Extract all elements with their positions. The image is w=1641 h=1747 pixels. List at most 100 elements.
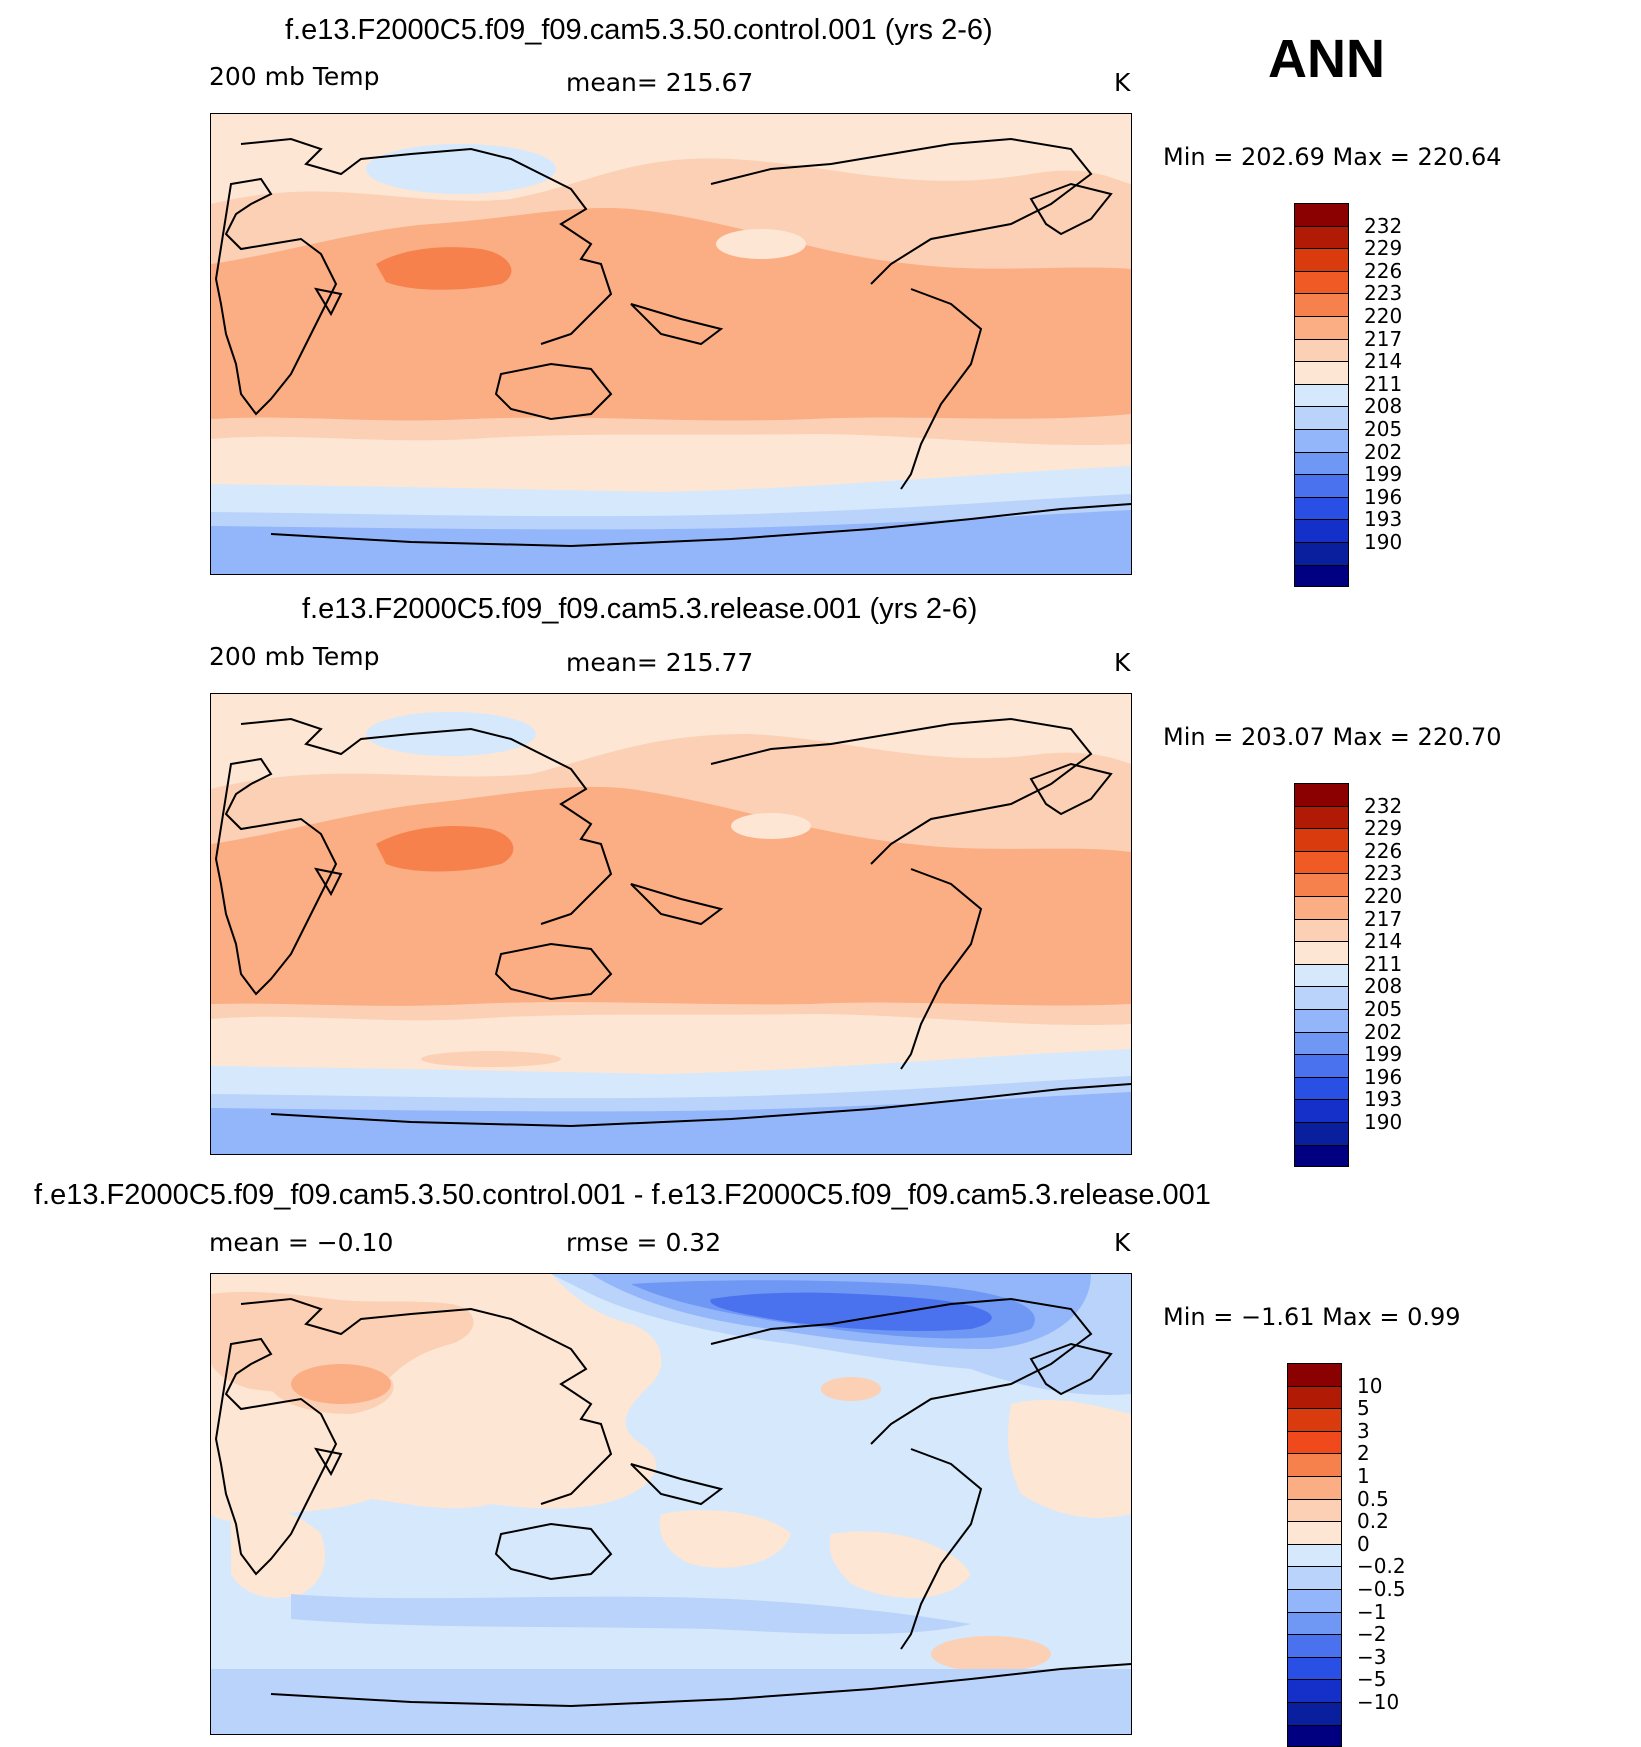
colorbar-swatch — [1287, 1679, 1342, 1702]
colorbar-label: −1 — [1357, 1599, 1387, 1624]
colorbar-swatch — [1287, 1724, 1342, 1747]
minus-2-arctic — [710, 1292, 992, 1331]
positive-region-atlantic — [1008, 1399, 1131, 1518]
colorbar-label: 229 — [1364, 236, 1403, 261]
colorbar-swatch — [1294, 496, 1349, 520]
contour-223 — [376, 825, 514, 872]
panel-3-minmax: Min = −1.61 Max = 0.99 — [1163, 1303, 1461, 1331]
colorbar-label: 214 — [1364, 349, 1403, 374]
panel-3-title: f.e13.F2000C5.f09_f09.cam5.3.50.control.… — [34, 1179, 1211, 1211]
colorbar-frame — [1287, 1363, 1342, 1747]
colorbar-swatch — [1287, 1656, 1342, 1680]
colorbar-label: 202 — [1364, 439, 1403, 464]
colorbar-swatch — [1287, 1611, 1342, 1635]
panel-2-minmax: Min = 203.07 Max = 220.70 — [1163, 723, 1502, 751]
colorbar-label: 193 — [1364, 507, 1403, 532]
colorbar-label: 217 — [1364, 326, 1403, 351]
colorbar-swatch — [1287, 1589, 1342, 1612]
colorbar-swatch — [1294, 1076, 1349, 1100]
colorbar-label: −3 — [1357, 1644, 1387, 1669]
colorbar-swatch — [1287, 1453, 1342, 1476]
colorbar-frame — [1294, 203, 1349, 588]
colorbar-swatch — [1294, 850, 1349, 874]
colorbar-label: 223 — [1364, 861, 1403, 886]
colorbar-label: −0.2 — [1357, 1554, 1406, 1579]
colorbar-label: 226 — [1364, 838, 1403, 863]
colorbar-swatch — [1294, 293, 1349, 316]
colorbar-label: 0.2 — [1357, 1509, 1389, 1534]
colorbar-swatch — [1294, 1009, 1349, 1032]
colorbar-swatch — [1294, 270, 1349, 294]
colorbar-swatch — [1287, 1476, 1342, 1499]
colorbar-label: −2 — [1357, 1622, 1387, 1647]
colorbar-swatch — [1294, 1144, 1349, 1168]
colorbar-swatch — [1294, 941, 1349, 964]
panel-3-units-label: K — [1114, 1228, 1131, 1257]
colorbar-label: −5 — [1357, 1667, 1387, 1692]
colorbar-swatch — [1294, 896, 1349, 919]
colorbar-swatch — [1294, 451, 1349, 475]
colorbar-label: 208 — [1364, 974, 1403, 999]
colorbar-label: 205 — [1364, 997, 1403, 1021]
positive-region-america — [829, 1531, 971, 1598]
colorbar-label: 199 — [1364, 1042, 1403, 1067]
colorbar-swatch — [1287, 1385, 1342, 1409]
plus-0.5-asia — [291, 1364, 391, 1404]
coastlines — [214, 1297, 1131, 1708]
colorbar-label: 214 — [1364, 929, 1403, 954]
colorbar-label: 5 — [1357, 1396, 1370, 1421]
panel-2-title: f.e13.F2000C5.f09_f09.cam5.3.release.001… — [302, 593, 978, 625]
contour-223 — [376, 247, 512, 290]
colorbar-label: 229 — [1364, 816, 1403, 841]
colorbar-swatch — [1294, 828, 1349, 851]
colorbar-swatch — [1294, 564, 1349, 588]
panel-1-mean-label: mean= 215.67 — [566, 68, 754, 97]
panel-1-map — [210, 113, 1132, 575]
warm-spot-pacific — [731, 813, 811, 839]
colorbar-label: 196 — [1364, 1064, 1403, 1089]
colorbar-label: −0.5 — [1357, 1577, 1406, 1601]
colorbar-swatch — [1294, 406, 1349, 429]
colorbar-label: 190 — [1364, 1110, 1403, 1134]
colorbar-swatch — [1294, 783, 1349, 806]
colorbar-swatch — [1294, 519, 1349, 542]
panel-3-rmse-label: rmse = 0.32 — [566, 1228, 722, 1257]
colorbar-swatch — [1294, 1122, 1349, 1145]
colorbar-swatch — [1287, 1566, 1342, 1589]
colorbar-label: 190 — [1364, 530, 1403, 554]
colorbar-swatch — [1287, 1408, 1342, 1431]
panel-1-title: f.e13.F2000C5.f09_f09.cam5.3.50.control.… — [285, 14, 993, 46]
colorbar-label: 211 — [1364, 371, 1403, 396]
colorbar-label: 220 — [1364, 304, 1403, 328]
colorbar-label: 2 — [1357, 1441, 1370, 1466]
colorbar-swatch — [1294, 316, 1349, 339]
colorbar-label: 208 — [1364, 394, 1403, 419]
positive-region-pacific — [659, 1510, 791, 1568]
colorbar-label: 202 — [1364, 1019, 1403, 1044]
colorbar-swatch — [1294, 805, 1349, 829]
colorbar-swatch — [1294, 203, 1349, 226]
cool-spot-north — [366, 144, 556, 194]
colorbar-swatch — [1294, 361, 1349, 384]
colorbar-label: 211 — [1364, 951, 1403, 976]
panel-2-units-label: K — [1114, 648, 1131, 677]
panel-2-mean-label: mean= 215.77 — [566, 648, 754, 677]
colorbar-label: −10 — [1357, 1690, 1400, 1714]
contour-202-south — [211, 1092, 1131, 1154]
colorbar-swatch — [1294, 248, 1349, 271]
colorbar-swatch — [1294, 1031, 1349, 1055]
colorbar-swatch — [1294, 383, 1349, 407]
colorbar-label: 196 — [1364, 484, 1403, 509]
coastlines — [214, 717, 1131, 1128]
warm-spot-pacific — [716, 229, 806, 259]
colorbar-label: 199 — [1364, 462, 1403, 487]
colorbar-swatch — [1294, 963, 1349, 987]
colorbar-swatch — [1294, 873, 1349, 896]
colorbar-label: 220 — [1364, 884, 1403, 908]
plus-0.2-south-atlantic — [931, 1636, 1051, 1672]
panel-2-variable-label: 200 mb Temp — [209, 642, 380, 671]
panel-1-variable-label: 200 mb Temp — [209, 62, 380, 91]
colorbar-label: 3 — [1357, 1418, 1370, 1443]
panel-3-mean-label: mean = −0.10 — [209, 1228, 394, 1257]
colorbar-swatch — [1287, 1521, 1342, 1544]
